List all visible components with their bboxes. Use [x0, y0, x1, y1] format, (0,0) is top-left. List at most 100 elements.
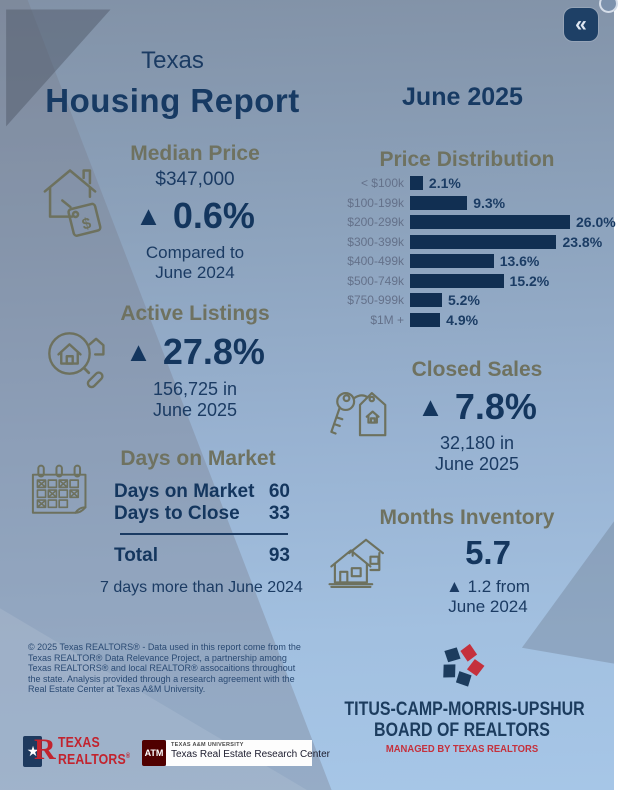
days-on-market-section: Days on Market Days on Market 60 Days to… — [100, 447, 303, 597]
active-listings-note-line2: June 2025 — [152, 400, 238, 421]
active-listings-section: Active Listings ▲ 27.8% 156,725 in June … — [95, 302, 295, 421]
chart-row: $100-199k 9.3% — [320, 194, 614, 211]
tr-mark-red-r: R — [34, 733, 56, 766]
chart-category-label: $400-499k — [347, 254, 404, 268]
report-date: June 2025 — [402, 83, 523, 111]
days-on-market-table: Days on Market 60 Days to Close 33 Total… — [114, 481, 290, 567]
tamu-logo-textbox: TEXAS A&M UNIVERSITY Texas Real Estate R… — [166, 740, 330, 766]
months-inventory-note-line2: June 2024 — [448, 597, 528, 617]
chart-value-label: 4.9% — [446, 311, 479, 328]
active-listings-note-line1: 156,725 in — [152, 379, 238, 399]
closed-sales-note-line2: June 2025 — [434, 454, 520, 475]
chart-row: $1M + 4.9% — [320, 311, 614, 328]
months-inventory-heading: Months Inventory — [379, 506, 555, 529]
closed-sales-section: Closed Sales ▲ 7.8% 32,180 in June 2025 — [388, 358, 566, 475]
months-inventory-section: Months Inventory 5.7 ▲ 1.2 from June 202… — [320, 506, 614, 617]
chart-category-label: $300-399k — [347, 234, 404, 249]
chart-row: $200-299k 26.0% — [320, 214, 616, 230]
dom-total-value: 93 — [268, 545, 290, 566]
houses-icon — [326, 532, 390, 592]
months-inventory-value: 5.7 — [465, 534, 511, 571]
chart-bar — [410, 312, 441, 327]
tamu-university-label: TEXAS A&M UNIVERSITY — [171, 742, 244, 748]
calendar-icon — [28, 462, 94, 520]
tamu-center-label: Texas Real Estate Research Center — [171, 749, 330, 760]
disclaimer-text: © 2025 Texas REALTORS® - Data used in th… — [28, 642, 301, 694]
price-distribution-heading: Price Distribution — [379, 148, 555, 171]
board-name-line2: BOARD OF REALTORS — [374, 720, 550, 741]
chart-row: $400-499k 13.6% — [320, 253, 614, 269]
median-price-value: $347,000 — [155, 169, 235, 190]
chart-value-label: 13.6% — [499, 253, 540, 269]
texas-realtors-word2: REALTORS — [58, 751, 126, 768]
median-price-note: Compared to June 2024 — [95, 243, 295, 283]
dom-row1-value: 60 — [268, 481, 290, 502]
tr-mark-navy-block — [23, 736, 42, 767]
median-price-section: Median Price $347,000 ▲ 0.6% Compared to… — [95, 142, 295, 283]
months-inventory-note: ▲ 1.2 from June 2024 — [398, 577, 578, 617]
chart-bar — [410, 293, 442, 307]
chart-category-label: $1M + — [370, 312, 404, 327]
active-listings-change-value: 27.8% — [162, 331, 265, 372]
up-triangle-icon: ▲ — [417, 391, 444, 422]
closed-sales-change-value: 7.8% — [454, 386, 537, 427]
report-title-large: Housing Report — [45, 82, 300, 119]
dom-row2-label: Days to Close — [114, 503, 240, 524]
chart-category-label: $200-299k — [347, 215, 404, 229]
chart-value-label: 5.2% — [448, 292, 480, 308]
board-managed-by: MANAGED BY TEXAS REALTORS — [385, 743, 539, 755]
chart-value-label: 9.3% — [473, 194, 506, 211]
texas-realtors-mark-icon: ★ R — [23, 733, 56, 767]
chart-bar — [410, 176, 423, 190]
corner-widget-dot — [599, 0, 618, 13]
days-on-market-footnote: 7 days more than June 2024 — [100, 579, 303, 596]
days-on-market-heading: Days on Market — [120, 447, 276, 470]
svg-text:$: $ — [80, 215, 93, 234]
chart-bar — [410, 273, 504, 288]
closed-sales-change: ▲ 7.8% — [388, 389, 566, 425]
closed-sales-note-line1: 32,180 in — [439, 433, 515, 453]
registered-mark: ® — [125, 753, 131, 760]
chart-value-label: 26.0% — [576, 214, 616, 230]
chart-row: < $100k 2.1% — [320, 175, 614, 191]
texas-realtors-word1: TEXAS — [58, 734, 100, 751]
chart-value-label: 23.8% — [562, 233, 603, 250]
chart-value-label: 2.1% — [428, 175, 461, 191]
table-total-row: Total 93 — [114, 545, 290, 567]
chart-row: $750-999k 5.2% — [320, 292, 614, 308]
chart-row: $500-749k 15.2% — [320, 272, 614, 289]
chart-bar — [410, 254, 494, 268]
dom-total-label: Total — [114, 545, 158, 566]
collapse-panel-button[interactable]: « — [564, 8, 598, 41]
board-name-line1: TITUS-CAMP-MORRIS-UPSHUR — [344, 699, 585, 720]
chart-bar — [410, 195, 468, 210]
house-price-tag-icon: $ — [36, 160, 104, 246]
dom-row2-value: 33 — [268, 503, 290, 524]
dom-row1-label: Days on Market — [114, 481, 255, 502]
texas-realtors-logo: ★ R TEXAS REALTORS® — [23, 733, 146, 768]
closed-sales-heading: Closed Sales — [411, 358, 543, 381]
median-price-change: ▲ 0.6% — [95, 198, 295, 234]
magnifier-house-icon — [42, 326, 108, 392]
texas-realtors-wordmark: TEXAS REALTORS® — [58, 734, 131, 768]
chart-value-label: 15.2% — [509, 272, 550, 289]
median-price-change-value: 0.6% — [172, 195, 255, 236]
active-listings-change: ▲ 27.8% — [95, 334, 295, 370]
chart-category-label: < $100k — [360, 176, 404, 190]
table-row: Days to Close 33 — [114, 503, 290, 525]
active-listings-note: 156,725 in June 2025 — [95, 379, 295, 421]
chart-category-label: $500-749k — [347, 273, 404, 288]
table-divider — [120, 533, 288, 535]
star-icon: ★ — [26, 743, 40, 759]
tamu-research-center-logo: ATM TEXAS A&M UNIVERSITY Texas Real Esta… — [142, 740, 330, 766]
price-distribution-chart: < $100k 2.1% $100-199k 9.3% $200-299k 26.0% $3… — [320, 175, 616, 332]
median-price-note-line1: Compared to — [145, 243, 245, 262]
chart-category-label: $750-999k — [347, 293, 404, 307]
pinwheel-star-icon — [443, 643, 485, 687]
active-listings-heading: Active Listings — [120, 302, 270, 325]
chart-row: $300-399k 23.8% — [320, 233, 614, 250]
chart-bar — [410, 234, 557, 249]
table-row: Days on Market 60 — [114, 481, 290, 503]
key-house-icon — [328, 386, 392, 444]
